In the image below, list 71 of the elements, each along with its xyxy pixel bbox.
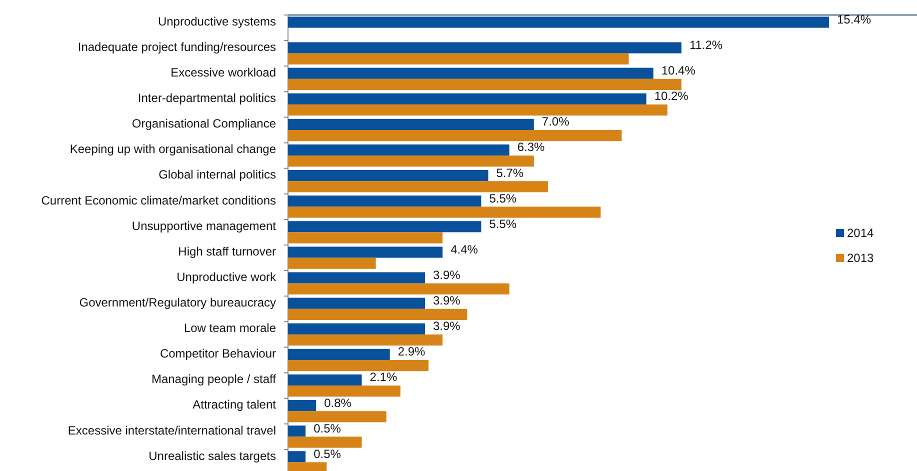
bar	[288, 386, 400, 397]
bar	[288, 118, 534, 130]
bar	[288, 221, 482, 232]
bar	[288, 411, 386, 422]
data-label: 10.4%	[661, 64, 696, 78]
data-label: 10.2%	[654, 89, 689, 104]
data-label: 15.4%	[837, 12, 872, 26]
data-label: 3.9%	[433, 268, 461, 282]
legend-label: 2013	[847, 251, 874, 266]
bar	[288, 348, 390, 360]
data-label: 6.3%	[517, 140, 545, 154]
data-label: 11.2%	[689, 38, 723, 52]
y-tick-label: High staff turnover	[178, 244, 276, 258]
y-tick-label: Organisational Compliance	[132, 116, 276, 131]
y-tick-label: Unrealistic sales targets	[148, 448, 276, 463]
y-tick-label: Managing people / staff	[151, 372, 277, 386]
bar	[288, 323, 426, 334]
data-label: 0.5%	[314, 446, 342, 461]
data-label: 5.7%	[496, 166, 524, 180]
y-tick-label: Low team morale	[184, 321, 276, 336]
data-label: 4.4%	[450, 242, 478, 256]
data-label: 7.0%	[542, 114, 570, 129]
data-label: 0.5%	[314, 421, 342, 436]
bar	[288, 206, 601, 218]
bar	[288, 426, 306, 437]
bar	[288, 196, 482, 207]
y-tick-label: Attracting talent	[192, 398, 277, 412]
bar	[288, 272, 426, 284]
bar	[288, 283, 510, 294]
data-label: 2.1%	[370, 370, 398, 384]
y-tick-label: Government/Regulatory bureaucracy	[79, 295, 276, 310]
bar	[288, 308, 468, 320]
bar	[288, 144, 510, 156]
bar	[288, 42, 682, 54]
legend-label: 2014	[847, 226, 874, 240]
y-tick-label: Keeping up with organisational change	[70, 142, 276, 156]
y-tick-label: Excessive workload	[170, 65, 276, 80]
y-tick-label: Inadequate project funding/resources	[78, 40, 276, 54]
bar	[288, 53, 629, 64]
bar	[288, 104, 668, 116]
y-tick-label: Unsupportive management	[132, 218, 277, 233]
y-tick-label: Competitor Behaviour	[160, 346, 276, 361]
y-tick-label: Current Economic climate/market conditions	[41, 193, 276, 208]
data-label: 5.5%	[489, 216, 517, 231]
bar	[288, 374, 362, 386]
bar	[288, 258, 376, 269]
bar	[288, 16, 829, 28]
data-label: 3.9%	[433, 319, 461, 334]
bar	[288, 246, 443, 258]
bar	[288, 130, 622, 142]
bar	[288, 232, 443, 244]
bar	[288, 156, 534, 167]
data-label: 3.9%	[433, 294, 461, 308]
bar	[288, 181, 548, 192]
bar	[288, 298, 426, 309]
y-tick-label: Excessive interstate/international travel	[68, 423, 276, 438]
y-tick-label: Unproductive systems	[158, 14, 276, 28]
bar	[288, 93, 646, 104]
data-label: 2.9%	[398, 344, 426, 359]
data-label: 5.5%	[489, 191, 517, 206]
data-label: 0.8%	[324, 396, 352, 410]
bar	[288, 400, 316, 412]
bar	[288, 436, 362, 448]
y-tick-label: Inter-departmental politics	[138, 91, 276, 106]
bar	[288, 334, 443, 346]
bar	[288, 78, 682, 90]
bar	[288, 170, 488, 182]
y-tick-label: Global internal politics	[158, 168, 276, 182]
bar	[288, 360, 429, 372]
bar	[288, 68, 654, 79]
y-tick-label: Unproductive work	[176, 270, 277, 284]
